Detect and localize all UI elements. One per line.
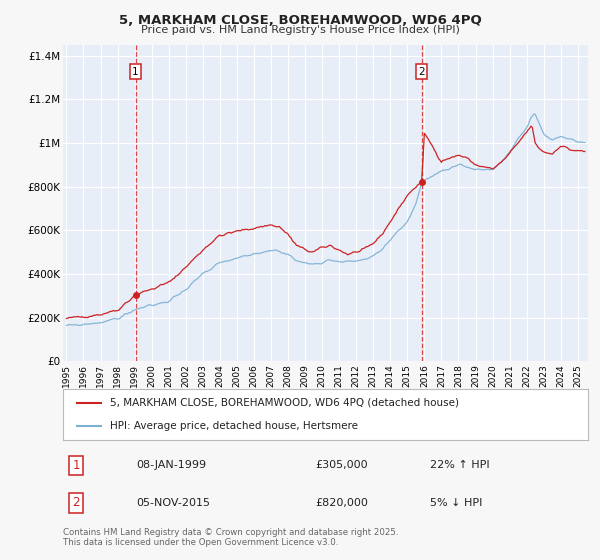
Text: £305,000: £305,000	[315, 460, 368, 470]
Text: 05-NOV-2015: 05-NOV-2015	[137, 498, 211, 508]
Text: 5% ↓ HPI: 5% ↓ HPI	[431, 498, 483, 508]
Text: 2: 2	[73, 496, 80, 510]
Text: 22% ↑ HPI: 22% ↑ HPI	[431, 460, 490, 470]
Text: 1: 1	[73, 459, 80, 472]
Text: HPI: Average price, detached house, Hertsmere: HPI: Average price, detached house, Hert…	[110, 421, 358, 431]
Text: £820,000: £820,000	[315, 498, 368, 508]
Text: 5, MARKHAM CLOSE, BOREHAMWOOD, WD6 4PQ: 5, MARKHAM CLOSE, BOREHAMWOOD, WD6 4PQ	[119, 14, 481, 27]
Text: Price paid vs. HM Land Registry's House Price Index (HPI): Price paid vs. HM Land Registry's House …	[140, 25, 460, 35]
Text: 08-JAN-1999: 08-JAN-1999	[137, 460, 206, 470]
Text: 2: 2	[418, 67, 425, 77]
Text: 5, MARKHAM CLOSE, BOREHAMWOOD, WD6 4PQ (detached house): 5, MARKHAM CLOSE, BOREHAMWOOD, WD6 4PQ (…	[110, 398, 459, 408]
Text: 1: 1	[133, 67, 139, 77]
Text: Contains HM Land Registry data © Crown copyright and database right 2025.
This d: Contains HM Land Registry data © Crown c…	[63, 528, 398, 547]
